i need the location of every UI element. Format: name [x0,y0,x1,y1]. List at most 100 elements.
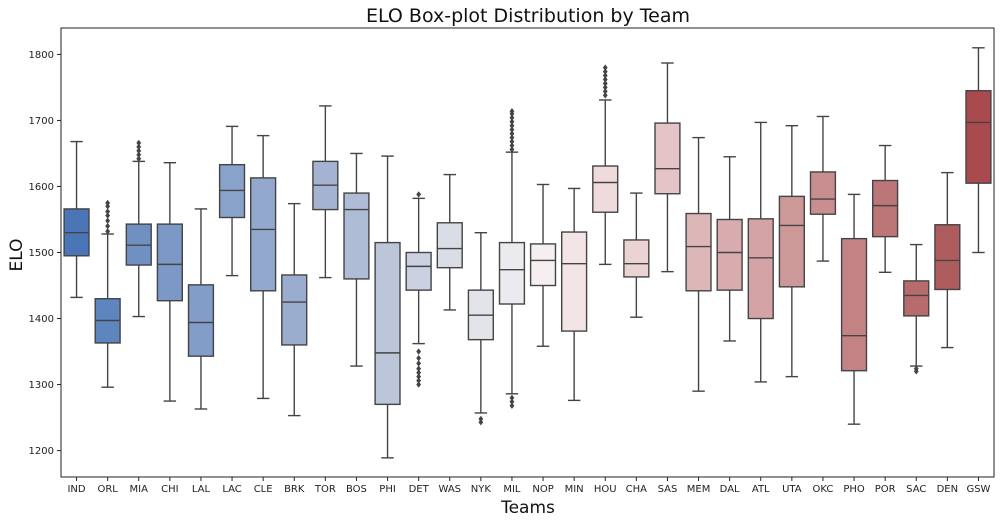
x-tick-label: IND [67,484,85,495]
x-tick-label: DAL [720,484,740,495]
box-dal [716,218,743,291]
y-axis-title: ELO [7,239,27,272]
x-tick-label: MIN [565,484,584,495]
outlier-point [416,381,422,388]
x-tick-label: PHO [843,484,865,495]
outlier-point [105,203,111,210]
x-tick-label: MIL [503,484,521,495]
outlier-point [602,68,608,75]
outlier-point [136,151,142,158]
outlier-point [602,88,608,95]
x-tick-label: NYK [471,484,492,495]
box-mem [685,212,712,292]
outlier-point [602,92,608,99]
box-gsw [965,90,992,184]
x-tick-label: WAS [438,484,461,495]
box-was [436,222,463,269]
box-bos [343,192,370,280]
outlier-point [509,122,515,129]
box-phi [374,241,401,406]
outlier-point [136,155,142,162]
box-hou [592,165,619,213]
x-tick-label: BOS [346,484,367,495]
outlier-point [509,394,515,401]
outlier-point [602,80,608,87]
outlier-point [105,208,111,215]
outlier-point [509,398,515,405]
outlier-point [509,134,515,141]
x-tick-label: TOR [314,484,336,495]
x-tick-label: BRK [284,484,305,495]
plot-area: 1200 1300 1400 1500 1600 1700 1800 IND ORL MIA CHI… [29,27,995,495]
y-tick-label: 1700 [29,116,54,127]
x-tick-label: MIA [130,484,149,495]
y-tick-label: 1800 [29,50,54,61]
box-uta [778,195,805,288]
x-tick-label: DEN [937,484,959,495]
x-tick-label: CHA [626,484,648,495]
outlier-point [602,84,608,91]
box-min [561,231,588,332]
x-tick-label: MEM [687,484,711,495]
outlier-point [136,143,142,151]
box-pho [840,237,868,372]
outlier-point [416,373,422,380]
outlier-point [478,415,484,423]
box-sac [903,280,930,317]
outlier-point [602,72,608,79]
outlier-point [416,354,422,362]
x-tick-label: DET [409,484,430,495]
y-tick-label: 1600 [29,182,54,193]
outlier-point [416,369,422,376]
x-tick-label: POR [875,484,896,495]
y-tick-label: 1500 [29,248,54,259]
outlier-point [136,139,142,147]
x-tick-label: CLE [254,484,273,495]
outlier-point [509,107,515,115]
x-tick-label: LAL [192,484,211,495]
outlier-point [478,418,484,426]
outlier-point [416,191,422,198]
y-tick-label: 1300 [29,380,54,391]
box-atl [747,218,774,320]
outlier-point [913,365,919,372]
box-cle [250,177,277,292]
x-tick-label: SAS [658,484,678,495]
outlier-point [509,114,515,121]
outlier-point [509,130,515,137]
box-mil [498,241,526,305]
outlier-point [105,212,111,219]
box-chi [156,223,183,302]
x-tick-label: UTA [782,484,802,495]
outlier-point [105,217,111,225]
x-tick-label: ORL [97,484,118,495]
outlier-point [105,222,111,230]
box-brk [281,274,308,346]
x-tick-label: LAC [222,484,241,495]
outlier-point [416,365,422,372]
x-tick-label: HOU [594,484,617,495]
outlier-point [416,377,422,384]
x-axis-title: Teams [500,498,555,518]
outlier-point [509,142,515,149]
outlier-point [105,228,111,235]
box-det [405,251,432,291]
outlier-point [509,138,515,145]
box-por [872,179,899,238]
x-tick-label: OKC [813,484,834,495]
outlier-point [602,64,608,71]
outlier-point [105,199,111,207]
x-tick-label: ATL [752,484,770,495]
box-okc [809,171,837,215]
y-tick-label: 1200 [29,446,54,457]
y-tick-label: 1400 [29,314,54,325]
outlier-point [416,348,422,355]
x-tick-label: CHI [161,484,178,495]
outlier-point [602,76,608,83]
box-cha [623,239,650,278]
box-sas [654,122,681,195]
outlier-point [509,146,515,153]
box-lal [187,284,215,357]
box-den [934,224,961,291]
